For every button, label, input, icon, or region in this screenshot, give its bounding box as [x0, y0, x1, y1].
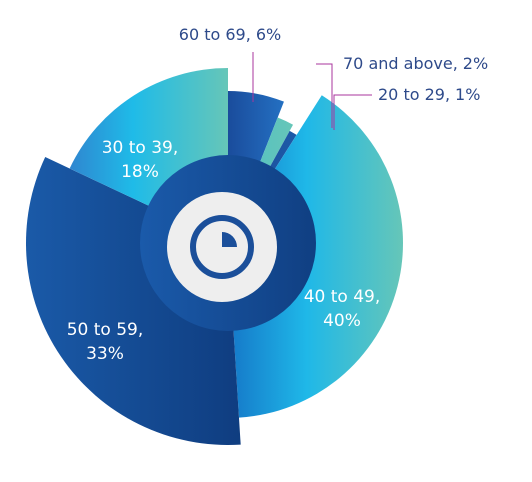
- value-label: 40%: [323, 311, 361, 331]
- labels: 60 to 69, 6% 70 and above, 2% 20 to 29, 1% 40 …: [67, 25, 488, 365]
- slice-label: 70 and above, 2%: [343, 54, 488, 73]
- slice-label: 20 to 29, 1%: [378, 85, 480, 104]
- value-label: 18%: [121, 162, 159, 182]
- value-label: 33%: [86, 344, 124, 364]
- callout-line: [333, 94, 372, 130]
- category-label: 70 and above,: [343, 54, 458, 73]
- category-label: 60 to 69,: [179, 25, 251, 44]
- callout-line: [316, 63, 333, 128]
- category-label: 30 to 39,: [102, 138, 179, 158]
- value-label: 1%: [455, 85, 480, 104]
- value-label: 2%: [463, 54, 488, 73]
- clock-icon: [190, 215, 254, 279]
- category-label: 50 to 59,: [67, 320, 144, 340]
- value-label: 6%: [256, 25, 281, 44]
- clock-hand: [222, 232, 237, 247]
- category-label: 40 to 49,: [304, 287, 381, 307]
- slice-label: 60 to 69, 6%: [179, 25, 281, 44]
- category-label: 20 to 29,: [378, 85, 450, 104]
